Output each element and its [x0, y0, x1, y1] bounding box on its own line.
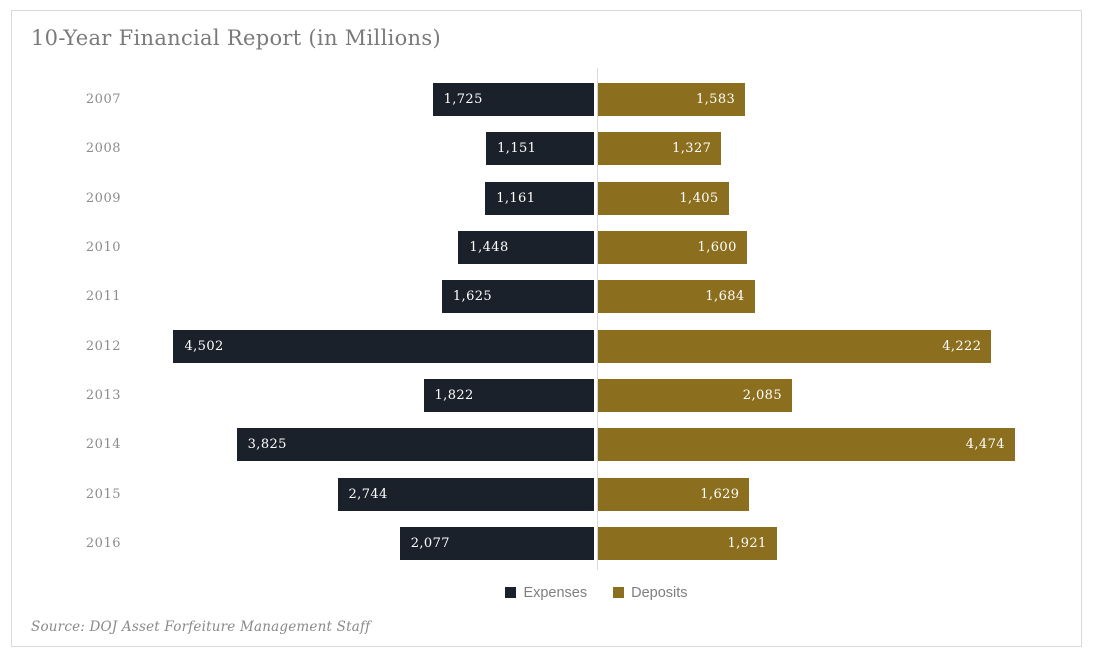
chart-row: 2007 1,725 1,583	[86, 75, 1064, 124]
deposits-value-label: 1,327	[672, 141, 712, 157]
deposits-value-label: 1,684	[705, 289, 745, 305]
chart-row: 2010 1,448 1,600	[86, 223, 1064, 272]
chart-row: 2008 1,151 1,327	[86, 124, 1064, 173]
chart-row: 2016 2,077 1,921	[86, 519, 1064, 568]
deposits-half: 1,327	[597, 132, 1064, 166]
expenses-bar: 3,825	[236, 428, 594, 462]
deposits-bar: 1,600	[597, 231, 747, 265]
year-label: 2008	[85, 141, 121, 157]
expenses-half: 4,502	[130, 329, 597, 363]
expenses-half: 1,822	[130, 378, 597, 412]
year-label: 2010	[85, 240, 121, 256]
expenses-half: 1,725	[130, 83, 597, 117]
deposits-value-label: 1,405	[679, 190, 719, 206]
expenses-value-label: 1,161	[496, 190, 536, 206]
deposits-bar: 1,921	[597, 526, 777, 560]
diverging-bar-chart: 2007 1,725 1,583 2008 1,151 1,327 2009	[12, 68, 1081, 601]
expenses-value-label: 2,077	[410, 535, 450, 551]
expenses-bar: 1,625	[441, 280, 594, 314]
chart-row: 2011 1,625 1,684	[86, 272, 1064, 321]
deposits-half: 4,474	[597, 428, 1064, 462]
year-label: 2011	[85, 289, 121, 305]
chart-row: 2013 1,822 2,085	[86, 371, 1064, 420]
year-label: 2016	[85, 535, 121, 551]
deposits-bar: 2,085	[597, 378, 793, 412]
deposits-bar: 1,327	[597, 132, 722, 166]
deposits-half: 1,583	[597, 83, 1064, 117]
chart-row: 2012 4,502 4,222	[86, 321, 1064, 370]
year-label: 2009	[85, 190, 121, 206]
expenses-value-label: 1,448	[469, 240, 509, 256]
legend-label: Deposits	[631, 584, 688, 601]
legend-label: Expenses	[523, 584, 588, 601]
report-frame: 10-Year Financial Report (in Millions) 2…	[11, 10, 1082, 647]
year-label: 2013	[85, 387, 121, 403]
deposits-value-label: 4,222	[942, 338, 982, 354]
year-label: 2007	[85, 92, 121, 108]
chart-row: 2014 3,825 4,474	[86, 420, 1064, 469]
year-label: 2015	[85, 486, 121, 502]
chart-title: 10-Year Financial Report (in Millions)	[31, 26, 441, 50]
deposits-half: 1,684	[597, 280, 1064, 314]
expenses-bar: 2,077	[399, 526, 594, 560]
expenses-value-label: 4,502	[184, 338, 224, 354]
legend-swatch-icon	[613, 587, 625, 599]
legend-item: Deposits	[613, 584, 688, 601]
expenses-bar: 1,151	[486, 132, 594, 166]
deposits-bar: 4,222	[597, 329, 992, 363]
deposits-bar: 1,405	[597, 181, 729, 215]
deposits-half: 1,600	[597, 231, 1064, 265]
deposits-bar: 4,474	[597, 428, 1015, 462]
deposits-half: 2,085	[597, 378, 1064, 412]
expenses-half: 1,151	[130, 132, 597, 166]
deposits-half: 1,405	[597, 181, 1064, 215]
chart-rows: 2007 1,725 1,583 2008 1,151 1,327 2009	[86, 68, 1064, 570]
legend-item: Expenses	[505, 585, 587, 601]
deposits-value-label: 1,600	[697, 240, 737, 256]
deposits-half: 4,222	[597, 329, 1064, 363]
expenses-bar: 1,725	[432, 83, 594, 117]
deposits-value-label: 1,583	[695, 92, 736, 108]
source-note: Source: DOJ Asset Forfeiture Management …	[31, 619, 371, 635]
expenses-bar: 1,822	[423, 378, 594, 412]
expenses-value-label: 1,822	[434, 387, 474, 403]
expenses-half: 1,448	[130, 231, 597, 265]
deposits-half: 1,629	[597, 477, 1064, 511]
expenses-bar: 4,502	[173, 329, 594, 363]
deposits-value-label: 2,085	[742, 387, 783, 403]
expenses-half: 1,625	[130, 280, 597, 314]
deposits-value-label: 4,474	[965, 437, 1005, 453]
expenses-half: 3,825	[130, 428, 597, 462]
expenses-value-label: 2,744	[348, 486, 388, 502]
expenses-bar: 1,448	[458, 231, 594, 265]
expenses-value-label: 1,151	[497, 141, 537, 157]
center-axis-line	[596, 68, 598, 570]
expenses-half: 2,077	[130, 526, 597, 560]
legend-swatch-icon	[505, 587, 517, 599]
chart-legend: Expenses Deposits	[130, 585, 1063, 601]
deposits-value-label: 1,921	[727, 535, 767, 551]
deposits-bar: 1,583	[597, 83, 746, 117]
expenses-half: 1,161	[130, 181, 597, 215]
expenses-value-label: 1,625	[452, 289, 493, 305]
deposits-bar: 1,684	[597, 280, 755, 314]
expenses-bar: 1,161	[485, 181, 594, 215]
expenses-value-label: 1,725	[443, 92, 483, 108]
expenses-half: 2,744	[130, 477, 597, 511]
year-label: 2014	[85, 437, 121, 453]
chart-row: 2015 2,744 1,629	[86, 469, 1064, 518]
chart-row: 2009 1,161 1,405	[86, 174, 1064, 223]
expenses-bar: 2,744	[337, 477, 594, 511]
year-label: 2012	[85, 338, 121, 354]
deposits-half: 1,921	[597, 526, 1064, 560]
deposits-bar: 1,629	[597, 477, 750, 511]
deposits-value-label: 1,629	[700, 486, 740, 502]
expenses-value-label: 3,825	[247, 437, 287, 453]
